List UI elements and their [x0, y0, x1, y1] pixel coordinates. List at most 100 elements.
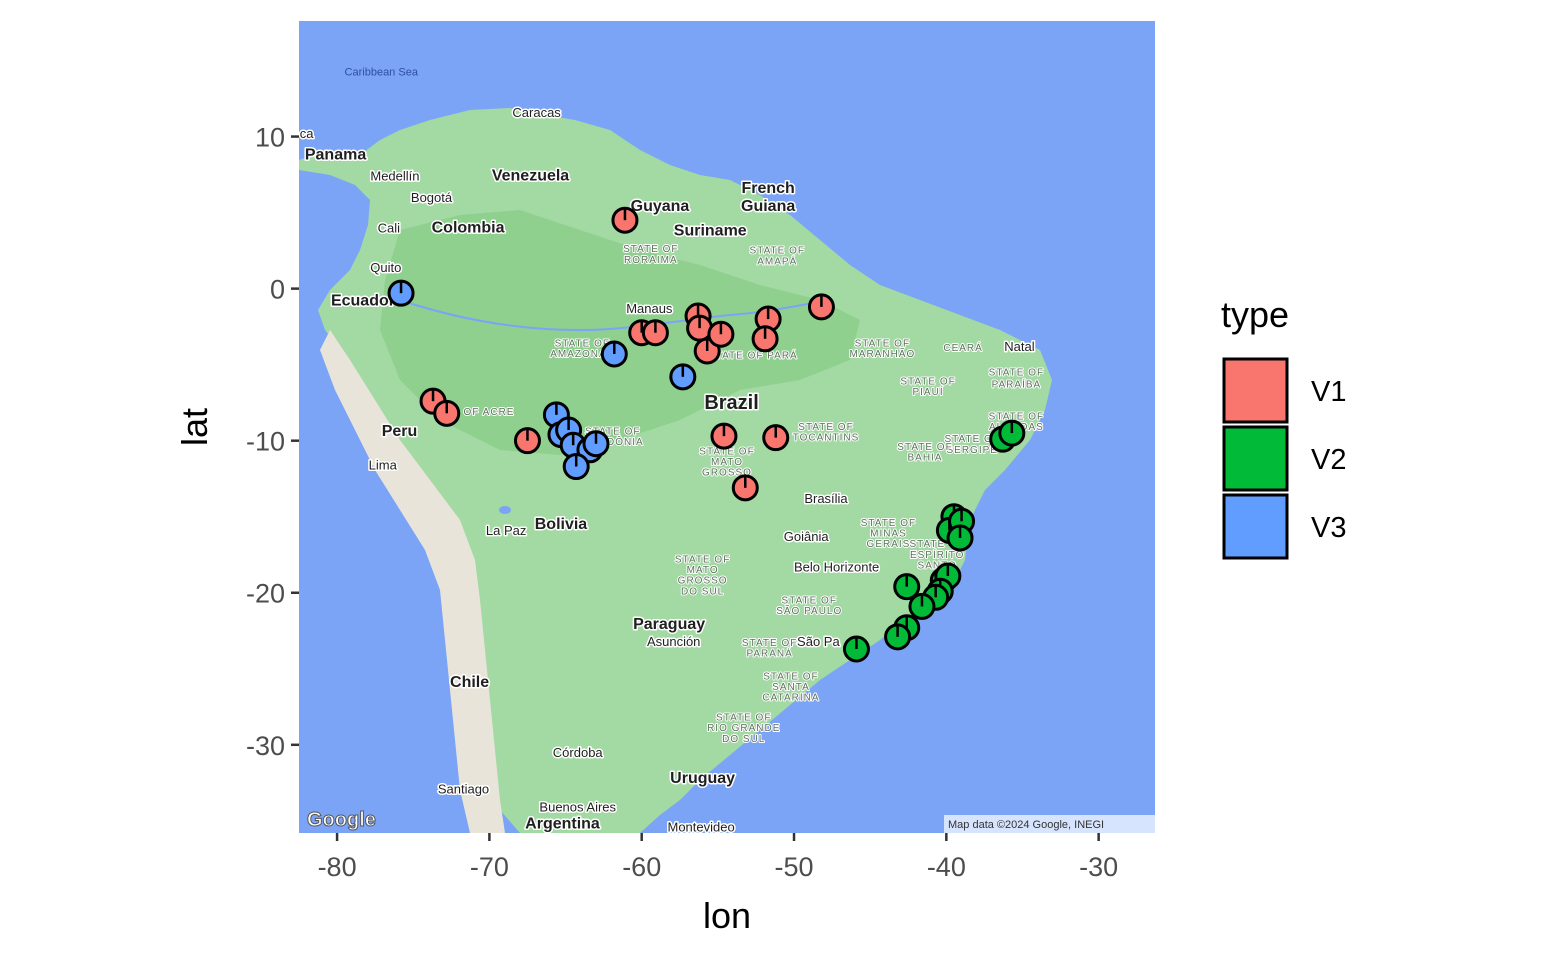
- pie-marker: [707, 320, 735, 348]
- map-label-state: GROSSO: [678, 576, 728, 587]
- map-label-city: Cali: [378, 220, 401, 235]
- pie-marker: [387, 279, 415, 307]
- map-label-city: Lima: [369, 458, 398, 473]
- map-label-country: French: [741, 180, 794, 197]
- pie-marker: [998, 419, 1026, 447]
- map-label-state: PIAUÍ: [912, 385, 943, 398]
- map-label-country: Panama: [305, 146, 366, 163]
- amazon-forest: [380, 210, 860, 455]
- map-label-state: MATO: [687, 565, 719, 576]
- map-label-country: Uruguay: [670, 770, 735, 787]
- map-label-country: Ecuador: [331, 292, 395, 309]
- map-label-state: SÃO PAULO: [776, 604, 842, 617]
- pie-marker: [433, 399, 461, 427]
- pie-marker: [842, 635, 870, 663]
- map-label-city: Natal: [1004, 339, 1034, 354]
- map-label-state: E OF ACRE: [452, 407, 514, 418]
- map-label-country: Guyana: [631, 198, 690, 215]
- map-label-state: RIO GRANDE: [707, 723, 780, 734]
- map-label-state: STATE OF PARÁ: [708, 349, 798, 362]
- map-label-state: STATE OF: [855, 338, 910, 349]
- map-label-state: STATE OF: [989, 367, 1044, 378]
- map-label-country: Venezuela: [492, 168, 569, 185]
- map-label-state: STATE OF: [555, 338, 610, 349]
- y-tick-label: 10: [255, 123, 285, 153]
- map-label-city: Belo Horizonte: [794, 559, 879, 574]
- map-label-state: STATE OF: [742, 638, 797, 649]
- map-label-city: Montevideo: [667, 819, 734, 834]
- y-tick-label: 0: [270, 275, 285, 305]
- map-label-state: STATE OF: [798, 422, 853, 433]
- map-label-country: Paraguay: [633, 616, 705, 633]
- pie-marker: [946, 524, 974, 552]
- x-axis-title: lon: [703, 895, 751, 936]
- pie-marker: [884, 623, 912, 651]
- map-label-city: Medellín: [370, 169, 419, 184]
- map-label-city: Goiânia: [784, 529, 830, 544]
- map-label-state: STATE OF: [900, 376, 955, 387]
- map-label-state: STATE OF: [945, 434, 1000, 445]
- pie-marker: [513, 427, 541, 455]
- x-tick-label: -80: [318, 852, 357, 882]
- map-label-city: Caracas: [512, 105, 561, 120]
- map-label-state: STATE OF: [675, 554, 730, 565]
- map-label-state: RORAIMA: [624, 255, 678, 266]
- map-labels: Caribbean Sea Caracas ca Panama Medellín Vene…: [299, 67, 1044, 834]
- map-label-state: CEARÁ: [943, 341, 982, 354]
- legend-label-v1: V1: [1311, 376, 1346, 408]
- map-attribution: Map data ©2024 Google, INEGI: [948, 819, 1104, 831]
- y-axis: 10 0 -10 -20 -30: [246, 123, 299, 761]
- map-panel: Caribbean Sea Caracas ca Panama Medellín Vene…: [299, 21, 1155, 834]
- legend: type V1 V2 V3: [1221, 294, 1346, 560]
- y-tick-label: -20: [246, 579, 285, 609]
- x-tick-label: -40: [927, 852, 966, 882]
- pie-marker: [908, 592, 936, 620]
- x-tick-label: -60: [622, 852, 661, 882]
- lake-titicaca: [499, 506, 511, 514]
- map-label-state: STATE OF: [699, 446, 754, 457]
- map-label-city: Quito: [370, 260, 401, 275]
- map-label-state: SANTA: [772, 682, 810, 693]
- legend-key-v2: [1222, 425, 1289, 492]
- legend-label-v3: V3: [1311, 512, 1346, 544]
- legend-key-v3: [1222, 493, 1289, 560]
- y-tick-label: -10: [246, 427, 285, 457]
- x-axis: -80 -70 -60 -50 -40 -30: [318, 833, 1118, 882]
- map-label-city: ca: [300, 126, 315, 141]
- map-label-state: PARAÍBA: [992, 377, 1042, 390]
- map-label-country: Peru: [382, 423, 418, 440]
- map-label-state: AMAPÁ: [757, 254, 797, 267]
- y-axis-title: lat: [174, 408, 215, 446]
- map-label-state: GERAIS: [867, 539, 911, 550]
- x-tick-label: -30: [1079, 852, 1118, 882]
- pie-marker: [754, 305, 782, 333]
- pie-marker: [751, 325, 779, 353]
- x-tick-label: -70: [470, 852, 509, 882]
- pie-marker: [562, 453, 590, 481]
- map-label-state: STATE OF: [989, 411, 1044, 422]
- map-label-state: AMAZONAS: [550, 349, 614, 360]
- map-label-state: MATO: [711, 457, 743, 468]
- pie-marker: [600, 340, 628, 368]
- map-label-city: Manaus: [626, 301, 673, 316]
- map-label-city: Brasília: [804, 491, 848, 506]
- pie-marker: [611, 206, 639, 234]
- map-label-country: Colombia: [432, 219, 505, 236]
- map-label-city: Bogotá: [411, 190, 453, 205]
- map-label-state: MARANHÃO: [849, 347, 915, 360]
- map-label-state: STATE OF: [861, 518, 916, 529]
- map-label-country: Guiana: [741, 198, 795, 215]
- map-label-city: La Paz: [486, 523, 526, 538]
- map-label-city: Buenos Aires: [539, 800, 616, 815]
- map-label-city: Asunción: [647, 634, 700, 649]
- map-label-country: Argentina: [525, 815, 600, 832]
- legend-title: type: [1221, 294, 1289, 335]
- andes: [320, 330, 505, 833]
- map-label-state: STATE OF: [782, 595, 837, 606]
- map-label-big: Brazil: [704, 392, 758, 414]
- map-label-state: MINAS: [870, 528, 907, 539]
- attribution-bg: [944, 815, 1155, 833]
- map-label-state: BAHIA: [907, 452, 942, 463]
- pie-marker: [731, 474, 759, 502]
